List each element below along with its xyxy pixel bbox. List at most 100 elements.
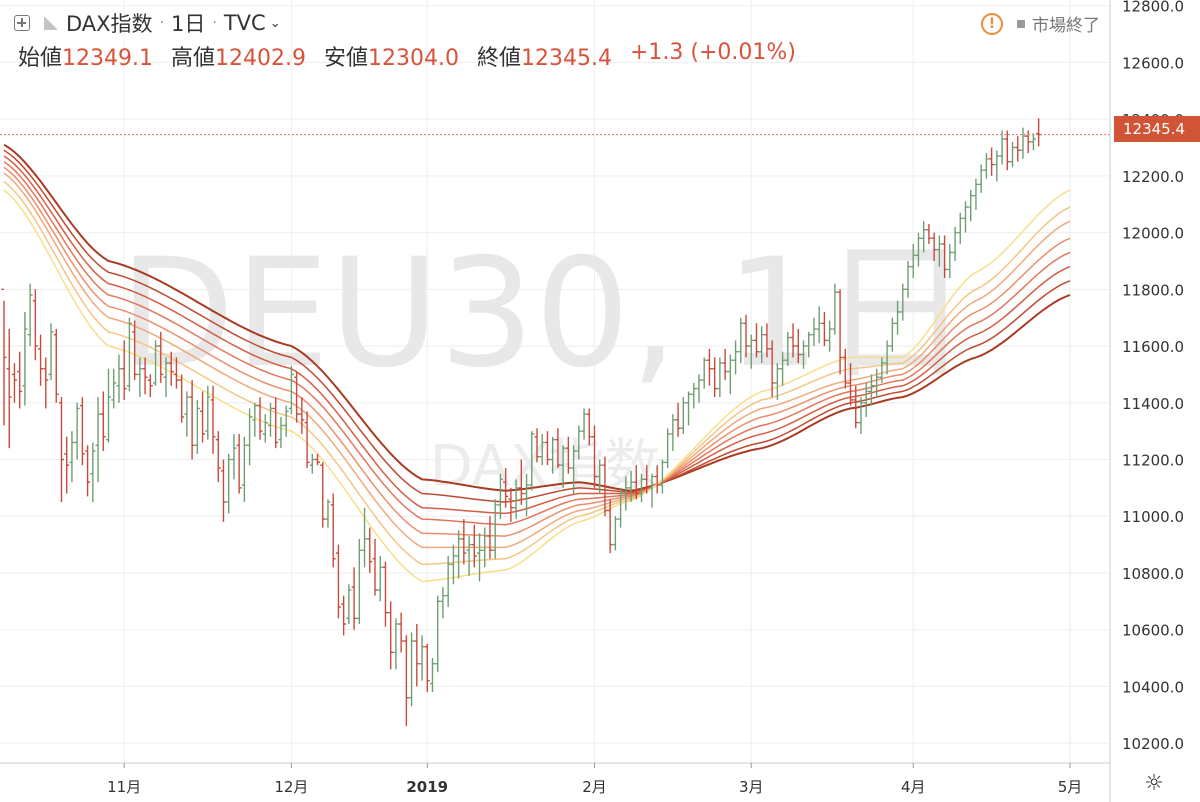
alert-icon[interactable]: ! <box>981 12 1003 35</box>
ohlc-bar <box>691 382 697 409</box>
ohlc-bar <box>257 397 263 440</box>
ohlc-bar <box>95 397 101 483</box>
ohlc-bar <box>686 391 692 426</box>
ohlc-bar <box>790 323 796 358</box>
ohlc-bar <box>947 243 953 278</box>
ohlc-bar <box>837 289 843 375</box>
ohlc-bar <box>696 374 702 403</box>
exchange-label[interactable]: TVC <box>223 11 266 35</box>
ohlc-bar <box>398 612 404 653</box>
ohlc-bar <box>612 516 618 551</box>
ohlc-bar <box>445 555 451 607</box>
ohlc-bar <box>968 190 974 222</box>
ohlc-values: 始値12349.1 高値12402.9 安値12304.0 終値12345.4 … <box>18 40 796 72</box>
ohlc-bar <box>278 416 284 449</box>
ohlc-bar <box>393 618 399 670</box>
ohlc-bar <box>409 632 415 707</box>
ohlc-bar <box>137 357 143 398</box>
ohlc-bar <box>38 334 44 386</box>
y-tick-label: 10200.0 <box>1122 735 1184 753</box>
ohlc-bar <box>973 178 979 210</box>
ohlc-bar <box>330 493 336 568</box>
ohlc-bar <box>806 331 812 358</box>
ohlc-bar <box>743 314 749 358</box>
ohlc-bar <box>1004 130 1010 171</box>
interval-label[interactable]: 1日 <box>171 12 206 36</box>
ohlc-bar <box>294 371 300 423</box>
maximize-icon[interactable] <box>14 15 30 31</box>
ohlc-bar <box>1015 136 1021 162</box>
ohlc-bar <box>884 340 890 375</box>
ohlc-bar <box>503 468 509 508</box>
ohlc-bar <box>879 357 885 383</box>
ohlc-bars <box>1 118 1042 727</box>
open-label: 始値 <box>18 46 63 71</box>
ohlc-bar <box>69 431 75 483</box>
ohlc-bar <box>534 428 540 463</box>
ohlc-bar <box>816 306 822 344</box>
ohlc-bar <box>518 459 524 505</box>
ohlc-bar <box>497 473 503 520</box>
ohlc-bar <box>780 351 786 386</box>
ohlc-bar <box>487 516 493 559</box>
ohlc-bar <box>335 544 341 619</box>
ohlc-bar <box>241 436 247 503</box>
ohlc-bar <box>957 212 963 244</box>
ohlc-bar <box>801 340 806 369</box>
ohlc-bar <box>508 487 514 522</box>
ohlc-bar <box>419 635 425 681</box>
ohlc-bar <box>571 445 577 494</box>
chevron-down-icon[interactable]: ⌄ <box>269 15 281 31</box>
ohlc-bar <box>654 465 660 494</box>
ohlc-bar <box>586 408 592 446</box>
ohlc-bar <box>544 431 550 466</box>
ohlc-bar <box>111 368 117 409</box>
ohlc-bar <box>184 391 190 437</box>
ma-line <box>3 166 1071 537</box>
market-status-label: 市場終了 <box>1032 16 1100 36</box>
ohlc-bar <box>827 320 833 352</box>
ohlc-bar <box>121 340 127 400</box>
market-status[interactable]: ! 市場終了 <box>981 11 1100 36</box>
y-tick-label: 11400.0 <box>1122 395 1184 413</box>
ohlc-bar <box>555 428 561 469</box>
ohlc-bar <box>252 402 258 437</box>
ohlc-bar <box>315 453 321 466</box>
high-label: 高値 <box>171 46 216 71</box>
ohlc-bar <box>738 317 744 364</box>
ohlc-bar <box>915 232 921 267</box>
y-tick-label: 11200.0 <box>1122 452 1184 470</box>
ohlc-bar <box>889 317 895 352</box>
ohlc-bar <box>414 624 420 687</box>
symbol-name[interactable]: DAX指数 <box>66 12 153 36</box>
ma-line <box>3 155 1071 515</box>
close-value: 終値12345.4 <box>477 40 612 72</box>
ohlc-bar <box>989 147 995 176</box>
ohlc-bar <box>675 402 681 437</box>
ohlc-bar <box>325 499 331 528</box>
ma-line <box>3 143 1071 492</box>
ohlc-bar <box>17 351 23 409</box>
x-tick-label: 5月 <box>1058 778 1083 796</box>
ohlc-bar <box>173 357 179 389</box>
ohlc-bar <box>32 289 38 361</box>
ohlc-bar <box>539 433 545 466</box>
ohlc-bar <box>100 391 106 451</box>
ohlc-bar <box>717 357 723 398</box>
ohlc-bar <box>477 533 483 582</box>
ohlc-bar <box>868 374 874 406</box>
ohlc-bar <box>1 288 7 426</box>
ohlc-bar <box>942 235 948 278</box>
symbol-header[interactable]: DAX指数 · 1日 · TVC ⌄ <box>14 8 281 38</box>
ohlc-bar <box>304 411 310 469</box>
ohlc-bar <box>346 584 352 625</box>
ohlc-bar <box>367 527 373 573</box>
ohlc-bar <box>231 433 237 480</box>
ohlc-bar <box>492 499 498 559</box>
ohlc-bar <box>456 530 462 579</box>
separator-dot: · <box>159 15 165 31</box>
ohlc-bar <box>424 643 430 693</box>
gear-icon[interactable]: ☼ <box>1144 771 1164 796</box>
ohlc-bar <box>659 459 665 494</box>
